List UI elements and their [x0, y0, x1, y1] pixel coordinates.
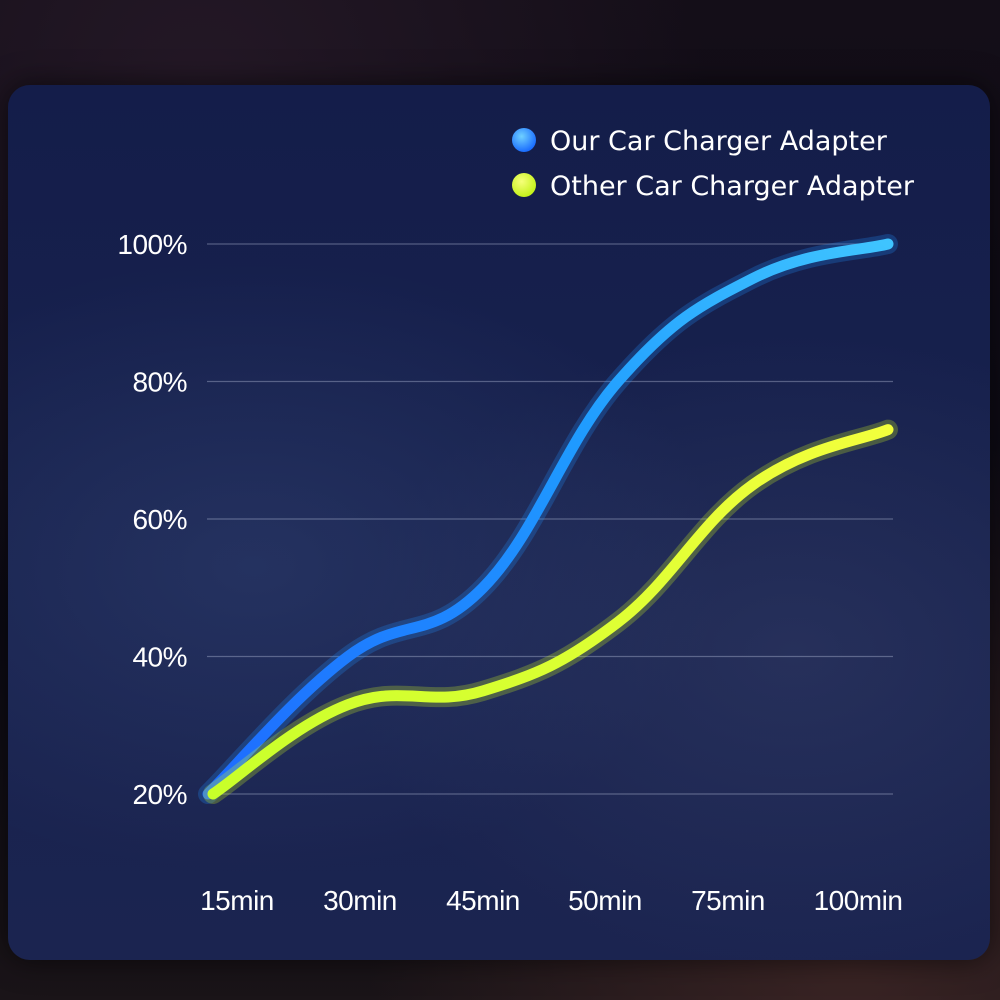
- series-line-ours: [202, 238, 894, 800]
- legend-item-ours: Our Car Charger Adapter: [512, 126, 888, 157]
- x-axis-ticks: 15min 30min 45min 50min 75min 100min: [200, 885, 903, 916]
- legend-label-ours: Our Car Charger Adapter: [550, 126, 888, 157]
- y-tick-label: 20%: [132, 779, 187, 810]
- chart-panel: [8, 85, 990, 960]
- grid-lines: [207, 243, 893, 795]
- series-line-other: [207, 424, 894, 800]
- legend-label-other: Other Car Charger Adapter: [550, 171, 915, 202]
- y-tick-label: 60%: [132, 504, 187, 535]
- y-tick-label: 80%: [132, 367, 187, 398]
- y-tick-label: 40%: [132, 642, 187, 673]
- y-tick-label: 100%: [117, 229, 187, 260]
- legend-item-other: Other Car Charger Adapter: [512, 171, 915, 202]
- legend-dot-ours: [512, 128, 536, 152]
- x-tick-label: 50min: [568, 885, 642, 916]
- x-tick-label: 45min: [446, 885, 520, 916]
- series-lines: [198, 234, 898, 804]
- legend-dot-other: [512, 173, 536, 197]
- x-tick-label: 15min: [200, 885, 274, 916]
- y-axis-ticks: 20% 40% 60% 80% 100%: [117, 229, 187, 810]
- x-tick-label: 100min: [814, 885, 903, 916]
- x-tick-label: 30min: [323, 885, 397, 916]
- legend: Our Car Charger Adapter Other Car Charge…: [512, 126, 915, 202]
- x-tick-label: 75min: [691, 885, 765, 916]
